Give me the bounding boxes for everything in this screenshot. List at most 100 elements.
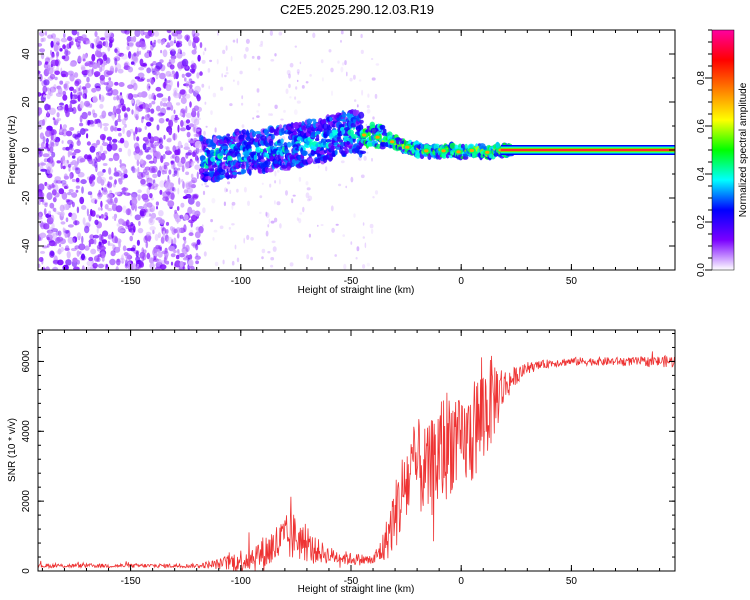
noise-blob (42, 153, 50, 158)
noise-blob (62, 94, 68, 101)
noise-blob (139, 58, 144, 66)
noise-blob (118, 229, 125, 233)
noise-blob (165, 188, 172, 195)
noise-blob (60, 211, 65, 217)
signal-core (424, 149, 429, 153)
noise-blob (160, 107, 167, 116)
noise-blob (185, 119, 191, 124)
noise-blob (180, 120, 184, 127)
noise-blob (152, 61, 157, 66)
noise-blob (47, 57, 54, 61)
noise-blob (130, 222, 134, 227)
noise-blob (60, 180, 67, 185)
faint-blob (366, 151, 369, 154)
noise-blob (161, 250, 168, 255)
noise-blob (138, 128, 141, 133)
noise-blob (169, 40, 174, 47)
noise-blob (75, 177, 80, 183)
noise-blob (173, 73, 177, 80)
noise-blob (48, 156, 54, 164)
faint-blob (243, 186, 247, 193)
noise-blob (194, 85, 201, 93)
faint-blob (261, 248, 266, 254)
noise-blob (68, 212, 73, 217)
noise-blob (44, 31, 48, 36)
noise-blob (100, 152, 106, 161)
noise-blob (51, 228, 58, 233)
faint-blob (271, 240, 276, 244)
faint-blob (260, 40, 264, 46)
faint-blob (274, 104, 278, 110)
noise-blob (38, 213, 41, 218)
noise-blob (77, 94, 81, 102)
noise-blob (113, 127, 118, 132)
noise-blob (96, 152, 99, 159)
noise-blob (68, 203, 71, 208)
noise-blob (174, 209, 178, 214)
noise-blob (46, 236, 50, 241)
noise-blob (78, 91, 83, 96)
faint-blob (246, 234, 250, 240)
noise-blob (64, 233, 68, 238)
noise-blob (150, 108, 155, 114)
noise-blob (155, 73, 159, 80)
noise-blob (156, 93, 164, 98)
faint-blob (224, 187, 227, 193)
faint-blob (340, 66, 344, 73)
noise-blob (165, 229, 169, 234)
noise-blob (191, 214, 198, 222)
noise-blob (132, 82, 138, 91)
noise-blob (71, 192, 78, 198)
noise-blob (58, 127, 64, 135)
faint-blob (259, 44, 263, 47)
noise-blob (190, 64, 195, 69)
noise-blob (86, 76, 90, 83)
noise-blob (140, 91, 148, 98)
faint-blob (273, 217, 278, 223)
noise-blob (118, 218, 124, 225)
noise-blob (197, 95, 202, 101)
noise-blob (81, 205, 87, 210)
noise-blob (161, 39, 166, 44)
noise-blob (91, 158, 97, 167)
signal-blob (199, 135, 204, 142)
noise-blob (194, 140, 202, 149)
noise-blob (38, 31, 45, 37)
noise-blob (184, 77, 187, 82)
faint-blob (294, 45, 297, 48)
signal-blob (337, 139, 344, 143)
noise-blob (165, 221, 170, 226)
noise-blob (191, 107, 196, 114)
noise-blob (69, 172, 72, 180)
signal-blob (276, 142, 284, 147)
spectrogram-panel: -150 -100 -50 0 50 -40 -20 0 20 40 Height of stra… (7, 29, 676, 296)
noise-blob (188, 254, 193, 260)
noise-blob (144, 234, 152, 242)
faint-blob (202, 207, 206, 214)
faint-blob (257, 88, 259, 93)
noise-blob (86, 133, 89, 139)
noise-blob (154, 151, 162, 160)
noise-blob (48, 184, 56, 189)
faint-blob (362, 264, 366, 269)
noise-blob (112, 216, 117, 220)
noise-blob (188, 123, 195, 128)
noise-blob (165, 118, 170, 122)
noise-blob (69, 103, 73, 111)
signal-blob (264, 128, 268, 136)
faint-blob (296, 79, 299, 83)
noise-blob (104, 203, 109, 210)
noise-blob (134, 109, 140, 117)
noise-blob (121, 118, 126, 126)
noise-blob (187, 197, 195, 205)
faint-blob (236, 188, 239, 193)
noise-blob (99, 121, 103, 129)
faint-blob (239, 70, 243, 75)
faint-blob (204, 47, 207, 52)
faint-blob (220, 86, 224, 91)
noise-blob (62, 165, 66, 170)
noise-blob (95, 214, 100, 218)
noise-blob (111, 231, 114, 239)
noise-blob (114, 167, 117, 173)
